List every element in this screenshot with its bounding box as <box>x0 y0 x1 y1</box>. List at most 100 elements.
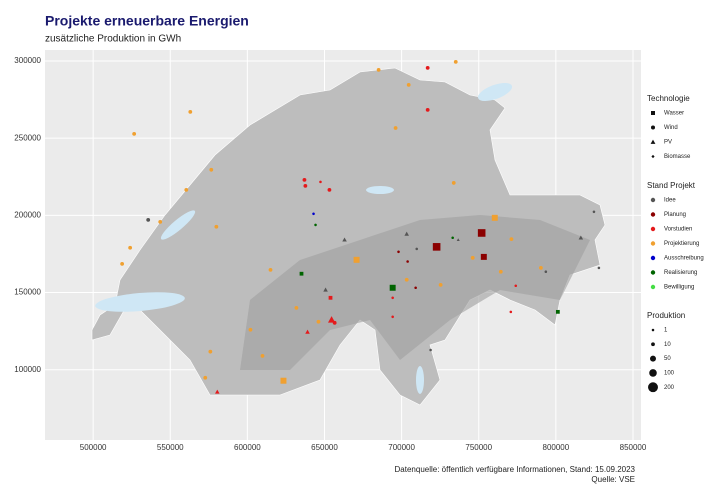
point <box>404 277 409 282</box>
point <box>303 183 308 188</box>
point <box>470 255 475 260</box>
x-tick-label: 500000 <box>80 443 107 452</box>
point <box>203 375 208 380</box>
x-tick-label: 700000 <box>388 443 415 452</box>
point <box>544 270 548 273</box>
legend-symbol <box>650 241 656 246</box>
point <box>509 310 513 314</box>
point <box>302 177 307 182</box>
chart-subtitle: zusätzliche Produktion in GWh <box>45 34 181 45</box>
x-tick-label: 850000 <box>620 443 647 452</box>
legend-symbol <box>650 197 656 203</box>
point <box>391 315 394 319</box>
chart-title: Projekte erneuerbare Energien <box>45 13 249 29</box>
point <box>188 110 193 114</box>
legend-label: 50 <box>664 356 671 362</box>
source: Datenquelle: öffentlich verfügbare Infor… <box>395 465 636 474</box>
y-tick-label: 150000 <box>14 288 41 297</box>
point <box>480 253 487 260</box>
legend-label: 10 <box>664 342 671 348</box>
legend-label: Bewilligung <box>664 285 694 291</box>
y-tick-label: 200000 <box>14 210 41 219</box>
point <box>299 271 304 276</box>
point <box>406 260 409 263</box>
point <box>514 284 518 288</box>
legend-symbol <box>651 154 655 159</box>
point <box>128 245 133 250</box>
legend-title: Stand Projekt <box>647 181 696 190</box>
point <box>389 284 396 291</box>
point <box>146 217 151 222</box>
point <box>158 219 163 224</box>
point <box>415 247 419 251</box>
legend-label: 1 <box>664 328 668 334</box>
legend-symbol <box>650 226 656 232</box>
legend-label: Biomasse <box>664 154 691 160</box>
y-tick-label: 300000 <box>14 56 41 65</box>
point <box>425 66 430 70</box>
legend-symbol <box>650 212 656 217</box>
point <box>453 60 458 64</box>
legend-symbol <box>649 369 657 377</box>
source: Quelle: VSE <box>591 475 635 484</box>
point <box>451 181 456 185</box>
legend-symbol <box>648 382 658 393</box>
point <box>280 377 287 384</box>
legend-symbol <box>650 270 656 275</box>
y-tick-label: 250000 <box>14 133 41 142</box>
point <box>376 68 381 72</box>
point <box>393 126 398 130</box>
legend-label: Idee <box>664 198 676 204</box>
legend-symbol <box>651 111 655 115</box>
legend-label: Planung <box>664 212 686 218</box>
legend-symbol <box>650 139 656 144</box>
point <box>397 250 400 254</box>
point <box>429 348 432 352</box>
x-tick-label: 750000 <box>465 443 492 452</box>
point <box>592 210 596 214</box>
point <box>425 108 430 112</box>
point <box>260 353 265 358</box>
point <box>432 243 441 251</box>
legend-label: 100 <box>664 370 675 376</box>
point <box>539 265 543 270</box>
point <box>438 282 443 287</box>
point <box>332 320 337 325</box>
point <box>342 237 347 242</box>
point <box>328 316 336 323</box>
point <box>209 167 214 172</box>
point <box>477 229 486 237</box>
point <box>414 286 417 290</box>
legend-symbol <box>650 355 656 362</box>
point <box>120 261 125 266</box>
legend-symbol <box>650 284 656 290</box>
legend-symbol <box>650 255 656 261</box>
point <box>319 180 322 184</box>
point <box>491 214 498 221</box>
point <box>578 235 584 240</box>
point <box>132 131 137 136</box>
x-tick-label: 800000 <box>543 443 570 452</box>
x-tick-label: 600000 <box>234 443 261 452</box>
legend-symbol <box>651 125 655 130</box>
point <box>353 256 360 263</box>
legend-title: Produktion <box>647 311 685 320</box>
point <box>498 269 503 274</box>
point <box>391 296 394 300</box>
point <box>268 267 273 272</box>
point <box>215 389 220 394</box>
legend-label: Ausschreibung <box>664 256 704 262</box>
x-tick-label: 550000 <box>157 443 184 452</box>
legend-label: Projektierung <box>664 241 699 247</box>
legend-symbol <box>651 328 655 332</box>
point <box>294 305 299 310</box>
point <box>404 231 409 236</box>
point <box>323 287 328 292</box>
point <box>328 295 333 300</box>
legend-label: PV <box>664 140 672 146</box>
legend-title: Technologie <box>647 94 690 103</box>
point <box>305 329 310 334</box>
point <box>214 224 219 229</box>
point <box>456 238 460 241</box>
